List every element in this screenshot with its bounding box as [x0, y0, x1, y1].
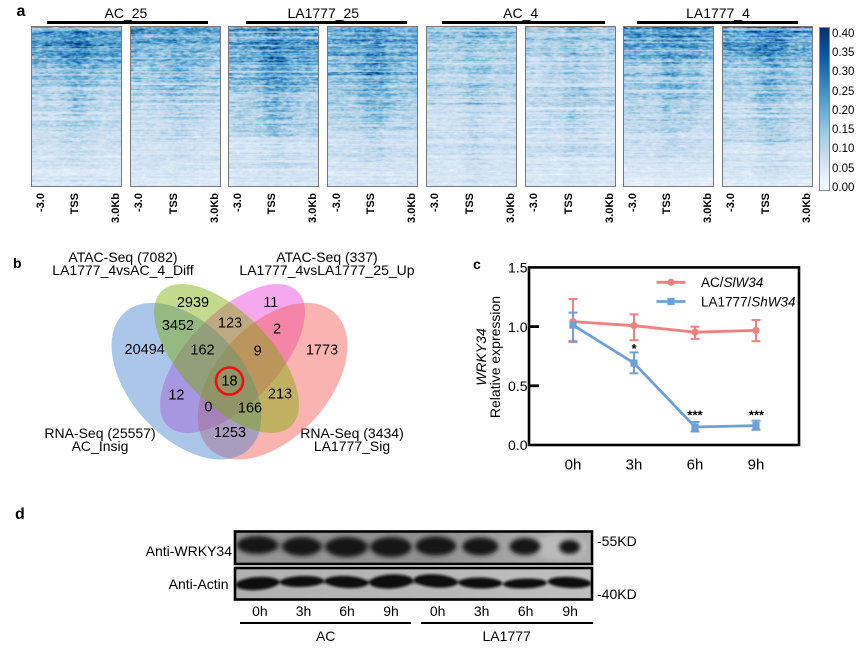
svg-text:12: 12	[168, 387, 184, 403]
svg-text:1253: 1253	[214, 425, 246, 441]
svg-text:9h: 9h	[748, 456, 765, 473]
svg-text:6h: 6h	[687, 456, 704, 473]
svg-text:Relative expression: Relative expression	[487, 296, 503, 418]
svg-text:0h: 0h	[565, 456, 582, 473]
svg-text:18: 18	[221, 374, 237, 390]
svg-text:123: 123	[218, 316, 242, 332]
svg-text:1.5: 1.5	[508, 260, 528, 276]
svg-text:WRKY34: WRKY34	[473, 328, 489, 386]
svg-text:213: 213	[268, 386, 292, 402]
svg-text:1.0: 1.0	[508, 319, 528, 335]
svg-text:LA1777/ShW34: LA1777/ShW34	[701, 294, 796, 309]
svg-text:9: 9	[254, 344, 262, 360]
svg-text:2939: 2939	[177, 295, 209, 311]
svg-text:166: 166	[238, 401, 262, 417]
svg-text:20494: 20494	[125, 342, 165, 358]
svg-text:***: ***	[749, 408, 765, 423]
svg-text:*: *	[631, 341, 637, 356]
svg-text:AC/SlW34: AC/SlW34	[701, 275, 763, 290]
svg-text:***: ***	[687, 408, 703, 423]
svg-text:1773: 1773	[306, 343, 338, 359]
svg-text:3452: 3452	[162, 318, 194, 334]
svg-text:0: 0	[204, 400, 212, 416]
svg-text:162: 162	[190, 343, 214, 359]
svg-text:3h: 3h	[626, 456, 643, 473]
svg-text:0.0: 0.0	[508, 437, 528, 453]
svg-text:11: 11	[263, 295, 278, 311]
svg-text:0.5: 0.5	[508, 378, 528, 394]
svg-text:2: 2	[273, 322, 281, 338]
